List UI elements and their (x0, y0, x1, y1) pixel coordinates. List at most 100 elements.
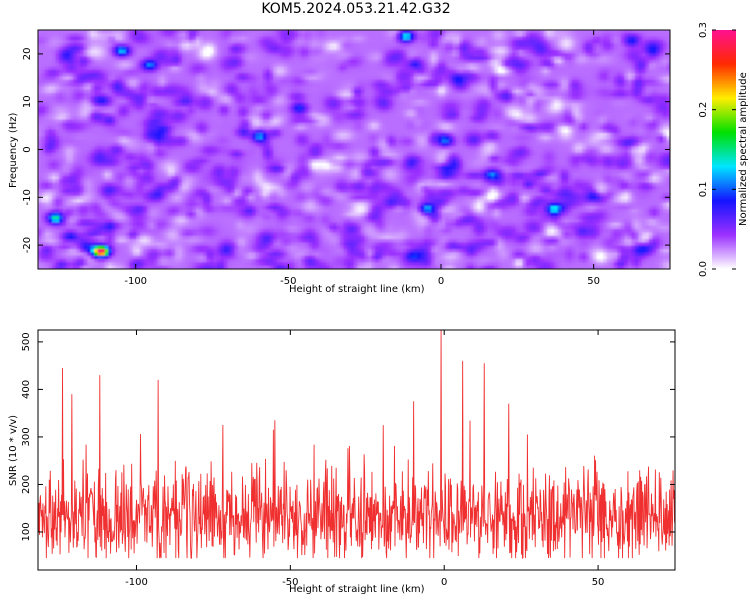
heatmap-cell (494, 66, 499, 71)
heatmap-cell (104, 66, 109, 71)
heatmap-cell (322, 73, 327, 78)
heatmap-cell (603, 69, 608, 74)
heatmap-cell (283, 59, 288, 64)
heatmap-cell (659, 49, 664, 54)
heatmap-cell (631, 73, 636, 78)
heatmap-cell (578, 30, 583, 34)
heatmap-cell (519, 43, 524, 48)
heatmap-cell (153, 53, 158, 58)
heatmap-cell (220, 43, 225, 48)
heatmap-cell (192, 73, 197, 78)
heatmap-cell (332, 43, 338, 48)
heatmap-cell (108, 43, 113, 48)
heatmap-cell (139, 43, 144, 48)
heatmap-cell (115, 30, 120, 34)
heatmap-cell (662, 49, 668, 54)
heatmap-cell (227, 30, 232, 34)
heatmap-cell (76, 36, 81, 41)
heatmap-cell (610, 76, 615, 81)
heatmap-cell (571, 63, 576, 68)
heatmap-cell (252, 36, 257, 41)
heatmap-cell (494, 36, 499, 41)
heatmap-cell (424, 30, 429, 34)
heatmap-cell (150, 39, 155, 44)
heatmap-cell (227, 39, 232, 44)
heatmap-cell (459, 53, 464, 58)
heatmap-cell (255, 66, 260, 71)
heatmap-cell (655, 59, 661, 64)
heatmap-cell (645, 46, 650, 51)
heatmap-cell (504, 63, 510, 68)
heatmap-cell (283, 76, 288, 81)
heatmap-cell (290, 59, 295, 64)
heatmap-cell (252, 46, 257, 51)
heatmap-cell (526, 36, 531, 41)
heatmap-cell (318, 36, 323, 41)
heatmap-cell (139, 66, 144, 71)
heatmap-cell (188, 43, 194, 48)
heatmap-cell (473, 43, 478, 48)
heatmap-cell (582, 56, 587, 61)
heatmap-cell (431, 49, 436, 54)
heatmap-cell (645, 49, 650, 54)
heatmap-cell (269, 56, 274, 61)
heatmap-cell (438, 69, 443, 74)
heatmap-cell (466, 59, 471, 64)
heatmap-cell (97, 63, 102, 68)
heatmap-cell (97, 66, 102, 71)
heatmap-cell (417, 59, 422, 64)
heatmap-cell (167, 69, 173, 74)
heatmap-cell (445, 53, 450, 58)
heatmap-cell (111, 63, 116, 68)
heatmap-cell (547, 63, 552, 68)
heatmap-cell (55, 36, 60, 41)
heatmap-cell (234, 63, 239, 68)
heatmap-cell (45, 33, 50, 38)
heatmap-cell (220, 46, 225, 51)
heatmap-cell (66, 39, 71, 44)
heatmap-cell (480, 49, 485, 54)
heatmap-cell (417, 36, 422, 41)
heatmap-cell (160, 49, 165, 54)
heatmap-cell (304, 49, 309, 54)
heatmap-cell (529, 43, 534, 48)
heatmap-cell (508, 30, 513, 34)
heatmap-cell (529, 73, 534, 78)
heatmap-cell (354, 59, 359, 64)
heatmap-cell (571, 66, 576, 71)
heatmap-cell (283, 33, 288, 38)
heatmap-cell (255, 49, 260, 54)
heatmap-cell (448, 30, 453, 34)
heatmap-cell (52, 73, 57, 78)
heatmap-cell (146, 69, 151, 74)
heatmap-cell (592, 36, 597, 41)
heatmap-cell (413, 43, 418, 48)
heatmap-cell (259, 36, 264, 41)
heatmap-cell (146, 49, 151, 54)
heatmap-cell (624, 76, 629, 81)
heatmap-cell (634, 53, 639, 58)
heatmap-cell (255, 56, 260, 61)
heatmap-cell (276, 69, 281, 74)
heatmap-cell (252, 66, 257, 71)
heatmap-cell (382, 76, 387, 81)
heatmap-cell (41, 66, 46, 71)
heatmap-cell (167, 30, 173, 34)
heatmap-cell (108, 69, 113, 74)
heatmap-cell (290, 56, 295, 61)
heatmap-cell (160, 43, 165, 48)
heatmap-cell (480, 66, 485, 71)
heatmap-cell (666, 66, 670, 71)
heatmap-cell (434, 49, 439, 54)
heatmap-cell (87, 30, 92, 34)
heatmap-cell (192, 36, 197, 41)
heatmap-cell (336, 53, 341, 58)
heatmap-cell (634, 39, 639, 44)
heatmap-cell (38, 49, 43, 54)
heatmap-cell (508, 69, 513, 74)
heatmap-cell (217, 46, 222, 51)
heatmap-cell (164, 46, 169, 51)
heatmap-cell (252, 56, 257, 61)
heatmap-cell (536, 49, 541, 54)
heatmap-cell (52, 53, 57, 58)
